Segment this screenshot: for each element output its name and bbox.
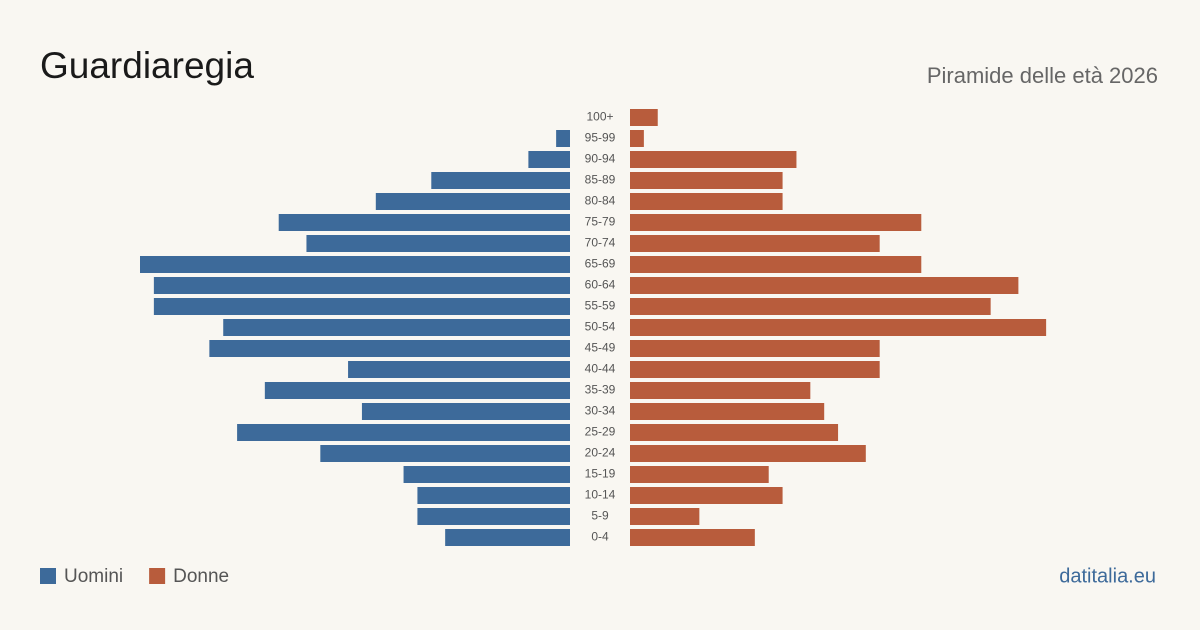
age-label: 60-64 [585,278,616,292]
bar [630,193,783,210]
legend-label: Uomini [64,566,123,587]
age-label: 40-44 [585,362,616,376]
chart-subtitle: Piramide delle età 2026 [927,63,1158,88]
bar [630,466,769,483]
age-label: 100+ [586,110,613,124]
legend-swatch [40,568,56,584]
bar [417,508,570,525]
bar [630,256,922,273]
age-label: 45-49 [585,341,616,355]
age-label: 0-4 [591,530,609,544]
legend-label: Donne [173,566,229,587]
age-label: 70-74 [585,236,616,250]
chart-title: Guardiaregia [40,45,254,86]
bar [431,172,570,189]
bar [320,445,570,462]
bar [630,382,811,399]
bar [528,151,570,168]
bar [630,235,880,252]
bar [375,193,570,210]
bar [153,298,570,315]
bar [445,529,570,546]
bar [630,130,644,147]
bar [556,130,570,147]
bar [403,466,570,483]
age-label: 80-84 [585,194,616,208]
bar [630,298,991,315]
bar [630,277,1019,294]
age-label: 25-29 [585,425,616,439]
age-label: 50-54 [585,320,616,334]
age-label: 5-9 [591,509,609,523]
bar [278,214,570,231]
age-label: 65-69 [585,257,616,271]
bar [306,235,570,252]
age-label: 85-89 [585,173,616,187]
bar [361,403,570,420]
source[interactable]: datitalia.eu [1059,565,1156,587]
bar [630,403,825,420]
bar [153,277,570,294]
bar [630,214,922,231]
bar [209,340,570,357]
bar [630,151,797,168]
age-label: 10-14 [585,488,616,502]
age-label: 75-79 [585,215,616,229]
bar [417,487,570,504]
bar [348,361,570,378]
bar [237,424,570,441]
bar [630,424,839,441]
bar [630,508,700,525]
age-label: 15-19 [585,467,616,481]
age-label: 90-94 [585,152,616,166]
bar [630,172,783,189]
bar [630,529,755,546]
bar [264,382,570,399]
age-label: 35-39 [585,383,616,397]
bar [630,487,783,504]
age-label: 95-99 [585,131,616,145]
bar [630,361,880,378]
bar [630,340,880,357]
bar [630,445,866,462]
bar [630,109,658,126]
age-label: 30-34 [585,404,616,418]
bar [630,319,1047,336]
bar [140,256,570,273]
age-label: 20-24 [585,446,616,460]
age-label: 55-59 [585,299,616,313]
bar [223,319,570,336]
legend-swatch [149,568,166,584]
